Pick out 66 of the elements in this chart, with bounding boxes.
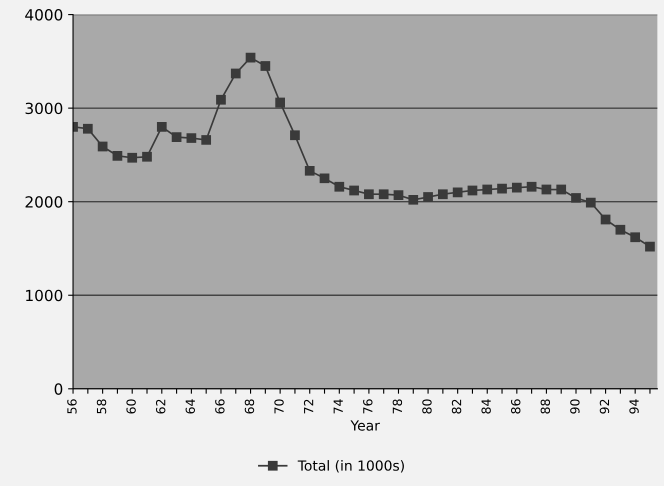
x-tick-label: 92 bbox=[600, 400, 610, 414]
point bbox=[260, 61, 270, 71]
x-tick-label: 86 bbox=[511, 399, 520, 414]
point bbox=[482, 184, 492, 194]
point bbox=[616, 224, 626, 235]
point bbox=[586, 198, 596, 208]
point bbox=[82, 124, 93, 134]
point bbox=[423, 192, 433, 202]
y-tick-label: 0 bbox=[54, 383, 62, 395]
x-tick-label: 64 bbox=[186, 399, 196, 414]
x-tick-label: 74 bbox=[334, 399, 343, 414]
point bbox=[630, 232, 640, 242]
x-tick-label: 78 bbox=[392, 399, 402, 414]
point bbox=[334, 182, 344, 192]
point bbox=[304, 166, 315, 176]
point bbox=[186, 133, 196, 143]
point bbox=[156, 122, 167, 132]
point bbox=[542, 184, 552, 194]
y-tick-label: 4000 bbox=[25, 9, 62, 21]
x-tick-label: 72 bbox=[304, 400, 314, 414]
point bbox=[172, 132, 182, 142]
x-tick-label: 88 bbox=[540, 399, 550, 414]
point bbox=[438, 189, 448, 200]
x-tick-label: 56 bbox=[67, 399, 77, 414]
point bbox=[349, 186, 359, 196]
x-tick-label: 80 bbox=[422, 399, 432, 414]
x-tick-label: 66 bbox=[215, 399, 225, 414]
x-tick-label: 70 bbox=[274, 399, 284, 414]
point bbox=[201, 135, 212, 145]
point bbox=[216, 94, 226, 105]
point bbox=[378, 189, 389, 200]
x-tick-label: 58 bbox=[96, 399, 106, 414]
point bbox=[246, 52, 256, 62]
point bbox=[468, 186, 478, 196]
x-tick-label: 60 bbox=[126, 399, 136, 414]
point bbox=[556, 184, 566, 194]
x-tick-label: 90 bbox=[570, 399, 580, 414]
point bbox=[320, 173, 330, 184]
point bbox=[497, 184, 507, 194]
x-tick-label: 62 bbox=[156, 400, 166, 414]
x-tick-label: 68 bbox=[244, 399, 254, 414]
x-tick-label: 94 bbox=[629, 399, 639, 414]
point bbox=[526, 182, 536, 192]
x-tick-label: 76 bbox=[363, 399, 373, 414]
x-tick-label: 82 bbox=[452, 400, 462, 414]
point bbox=[600, 214, 610, 224]
point bbox=[112, 150, 122, 161]
legend-label: Total (in 1000s) bbox=[298, 460, 404, 472]
point bbox=[275, 98, 285, 108]
point bbox=[98, 142, 108, 152]
point bbox=[452, 187, 463, 198]
point bbox=[645, 242, 655, 252]
point bbox=[512, 182, 522, 193]
point bbox=[142, 152, 152, 162]
x-axis-title: Year bbox=[350, 420, 380, 431]
y-tick-label: 2000 bbox=[26, 196, 62, 208]
point bbox=[290, 130, 300, 140]
y-tick-label: 3000 bbox=[26, 102, 62, 114]
y-tick-label: 1000 bbox=[26, 290, 62, 302]
point bbox=[364, 189, 374, 200]
x-tick-label: 84 bbox=[481, 399, 491, 414]
point bbox=[394, 190, 404, 200]
point bbox=[408, 194, 418, 205]
point bbox=[230, 68, 241, 78]
point bbox=[127, 152, 138, 163]
point bbox=[571, 193, 581, 203]
